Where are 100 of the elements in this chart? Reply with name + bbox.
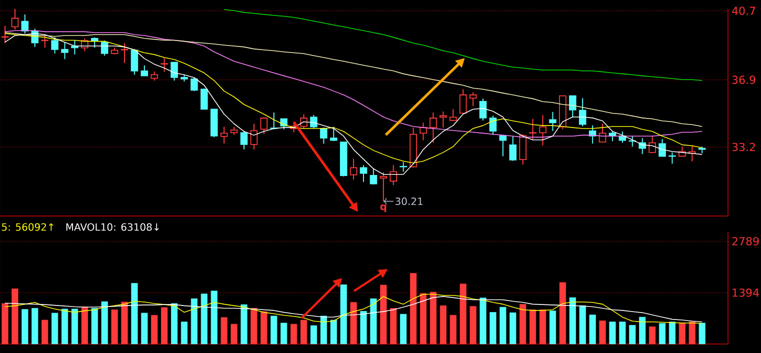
bar xyxy=(42,320,48,344)
bar xyxy=(649,326,656,344)
text: MAVOL10: 63108↓ xyxy=(66,223,159,231)
candlestick xyxy=(499,135,507,157)
bar xyxy=(290,324,298,344)
candlestick xyxy=(668,152,676,164)
candlestick xyxy=(489,115,497,136)
bar xyxy=(71,308,78,344)
bar xyxy=(171,303,178,344)
bar xyxy=(210,290,218,344)
bar xyxy=(658,323,666,344)
bar xyxy=(340,284,347,344)
bar xyxy=(250,308,258,344)
bar xyxy=(101,301,108,344)
bar xyxy=(161,307,168,344)
candlestick xyxy=(160,58,168,72)
bar xyxy=(400,314,407,344)
candlestick xyxy=(430,112,437,144)
bar xyxy=(559,282,566,344)
bar xyxy=(549,310,556,344)
candlestick xyxy=(459,88,467,115)
bar xyxy=(350,302,357,344)
bar xyxy=(270,316,278,344)
y-tick-label: 40.7 xyxy=(732,6,756,15)
bar xyxy=(111,310,118,344)
annotation: q xyxy=(380,204,386,212)
candlestick xyxy=(320,127,328,144)
candlestick xyxy=(240,131,248,150)
bar xyxy=(52,312,58,344)
bar xyxy=(32,308,38,344)
bar xyxy=(141,312,148,344)
bar xyxy=(470,306,476,344)
candlestick xyxy=(390,164,398,186)
y-tick-label: 2789 xyxy=(732,237,759,246)
bar xyxy=(190,298,198,344)
candlestick xyxy=(549,111,556,132)
bar xyxy=(420,293,427,344)
candlestick xyxy=(170,62,178,82)
bar xyxy=(440,305,446,344)
bar xyxy=(569,297,576,344)
y-tick-label: 33.2 xyxy=(732,142,755,152)
candlestick xyxy=(360,164,368,182)
bar xyxy=(180,322,188,344)
bar xyxy=(629,325,636,344)
bar xyxy=(539,310,546,344)
bar xyxy=(480,298,486,344)
bar xyxy=(310,325,317,344)
bar xyxy=(360,310,367,344)
candlestick xyxy=(260,116,268,134)
candlestick xyxy=(658,138,666,157)
bar xyxy=(698,322,706,344)
candlestick xyxy=(120,42,128,64)
candlestick xyxy=(539,114,546,146)
bar xyxy=(450,315,456,344)
bar xyxy=(589,314,596,344)
candlestick xyxy=(200,88,208,110)
candlestick xyxy=(469,92,477,107)
candlestick xyxy=(479,98,487,121)
bar xyxy=(599,320,606,344)
bar xyxy=(609,322,616,344)
bar xyxy=(520,304,526,344)
candlestick xyxy=(370,168,378,185)
bar xyxy=(370,298,377,344)
bar xyxy=(12,288,18,344)
candlestick xyxy=(130,48,138,76)
bar xyxy=(260,311,268,344)
candlestick xyxy=(569,95,576,118)
candlestick xyxy=(61,42,68,60)
candlestick xyxy=(220,126,228,144)
candlestick xyxy=(519,134,526,166)
candlestick xyxy=(300,114,308,129)
candlestick xyxy=(400,162,407,172)
candlestick xyxy=(648,136,656,154)
bar xyxy=(230,324,238,344)
candlestick xyxy=(190,77,198,92)
bar xyxy=(240,304,248,344)
bar xyxy=(131,283,138,344)
bar xyxy=(500,306,506,344)
annotation: 30.21 xyxy=(396,197,422,206)
bar xyxy=(460,284,466,344)
candlestick xyxy=(420,122,427,141)
bar xyxy=(380,284,387,344)
candlestick xyxy=(598,123,606,143)
bar xyxy=(530,310,536,344)
bar xyxy=(668,322,676,344)
candlestick xyxy=(350,158,358,180)
bar xyxy=(300,320,308,344)
text: 5: 56092↑ xyxy=(2,223,54,231)
candlestick xyxy=(11,8,19,30)
bar xyxy=(579,305,586,344)
bar xyxy=(678,322,686,344)
bar xyxy=(490,312,496,344)
bar xyxy=(510,312,516,344)
candlestick xyxy=(90,36,98,48)
candlestick xyxy=(529,118,536,140)
y-tick-label: 36.9 xyxy=(732,76,756,84)
bar xyxy=(688,322,696,344)
bar xyxy=(619,322,626,344)
bar xyxy=(151,315,158,344)
bar xyxy=(200,294,208,344)
